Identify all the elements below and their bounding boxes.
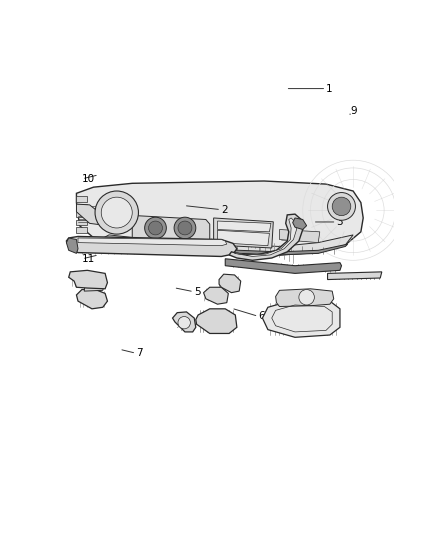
Polygon shape [132,216,210,246]
Polygon shape [77,289,107,309]
Polygon shape [77,181,363,255]
Polygon shape [218,230,269,246]
FancyBboxPatch shape [77,227,87,232]
FancyBboxPatch shape [77,220,87,225]
Circle shape [178,221,192,235]
Text: 5: 5 [194,287,201,297]
Polygon shape [97,235,353,255]
Polygon shape [196,309,237,334]
Text: 6: 6 [258,311,265,321]
Polygon shape [67,238,78,253]
Polygon shape [219,274,241,293]
FancyBboxPatch shape [77,204,87,209]
Circle shape [299,289,314,305]
Polygon shape [276,289,334,306]
Text: 2: 2 [221,205,228,215]
Polygon shape [173,312,196,332]
Polygon shape [97,238,348,255]
Text: 4: 4 [204,241,211,252]
Polygon shape [328,272,382,280]
Circle shape [95,191,138,234]
Circle shape [328,192,356,220]
Text: 9: 9 [350,106,357,116]
Circle shape [101,197,132,228]
Polygon shape [229,214,303,260]
Polygon shape [218,221,271,232]
Circle shape [332,197,351,216]
Polygon shape [67,237,237,256]
Circle shape [174,217,196,239]
Polygon shape [78,238,227,246]
Text: 11: 11 [82,254,95,264]
Polygon shape [214,218,273,248]
Text: 3: 3 [336,217,343,227]
Polygon shape [235,218,297,256]
Polygon shape [69,270,107,289]
Text: 10: 10 [82,174,95,184]
Polygon shape [204,287,228,304]
Polygon shape [84,280,105,291]
Text: 1: 1 [326,84,333,94]
Polygon shape [225,259,342,273]
Polygon shape [279,230,320,243]
FancyBboxPatch shape [77,196,87,202]
Polygon shape [262,300,340,337]
Circle shape [148,221,162,235]
Circle shape [178,317,191,329]
Text: 7: 7 [136,348,143,358]
Polygon shape [293,218,307,230]
Polygon shape [77,204,101,225]
Circle shape [145,217,166,239]
FancyBboxPatch shape [77,212,87,217]
